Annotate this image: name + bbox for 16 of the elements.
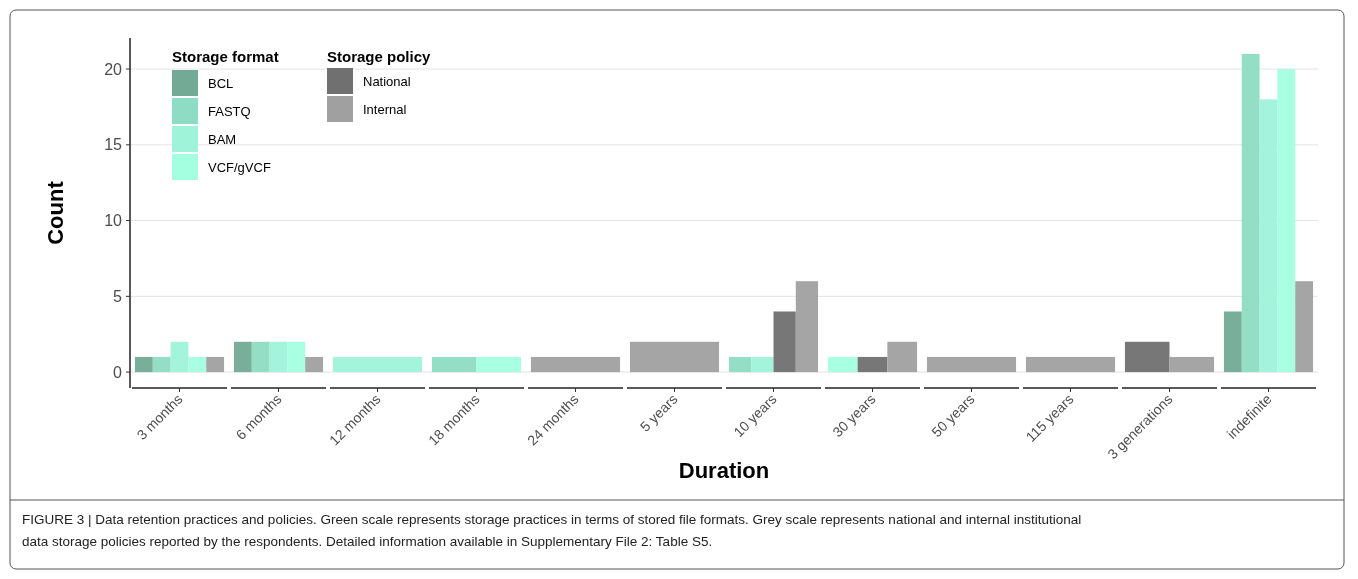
x-axis-title: Duration — [678, 458, 770, 483]
y-tick-label: 0 — [113, 363, 123, 381]
y-tick-label: 20 — [104, 60, 123, 78]
legend-label: BCL — [208, 75, 234, 91]
annotation: Storage policy — [327, 48, 432, 65]
caption: FIGURE 3 | Data retention practices and policies. Green scale represents storage practices in terms of stored file formats. Grey scale represents national and internal institutional data storage policies reported by the respondents. Detailed information available in Supplementary File 2: Table S5. — [22, 512, 1082, 549]
y-tick-label: 10 — [104, 212, 123, 230]
y-tick-label: 5 — [113, 287, 123, 305]
legend-label: National — [363, 73, 411, 89]
y-tick-label: 15 — [104, 136, 123, 154]
y-axis-title: Count — [43, 180, 68, 245]
legend-label: BAM — [208, 131, 237, 147]
legend-label: VCF/gVCF — [208, 159, 271, 175]
legend-label: FASTQ — [208, 103, 251, 119]
legend-title: Storage format — [172, 48, 279, 65]
legend-label: Internal — [363, 101, 407, 117]
